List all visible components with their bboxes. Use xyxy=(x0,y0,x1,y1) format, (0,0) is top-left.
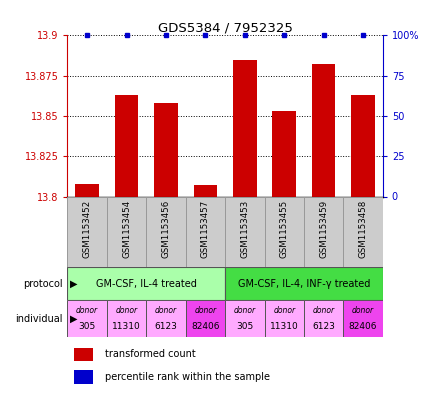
Text: 6123: 6123 xyxy=(312,322,334,331)
Title: GDS5384 / 7952325: GDS5384 / 7952325 xyxy=(157,21,292,34)
FancyBboxPatch shape xyxy=(225,196,264,267)
FancyBboxPatch shape xyxy=(264,196,303,267)
Text: transformed count: transformed count xyxy=(105,349,196,359)
Text: donor: donor xyxy=(115,306,137,315)
Text: GSM1153453: GSM1153453 xyxy=(240,200,249,258)
Text: percentile rank within the sample: percentile rank within the sample xyxy=(105,372,270,382)
Bar xyxy=(74,348,92,361)
Bar xyxy=(75,184,99,196)
Text: 305: 305 xyxy=(236,322,253,331)
Text: individual: individual xyxy=(16,314,63,323)
Bar xyxy=(193,185,217,196)
Bar xyxy=(74,370,92,384)
FancyBboxPatch shape xyxy=(303,196,342,267)
Text: donor: donor xyxy=(351,306,373,315)
Text: 82406: 82406 xyxy=(348,322,376,331)
Text: 11310: 11310 xyxy=(112,322,141,331)
Text: donor: donor xyxy=(273,306,295,315)
Bar xyxy=(115,95,138,196)
FancyBboxPatch shape xyxy=(185,300,225,337)
Text: GSM1153454: GSM1153454 xyxy=(122,200,131,258)
Text: donor: donor xyxy=(233,306,255,315)
Text: GSM1153455: GSM1153455 xyxy=(279,200,288,258)
FancyBboxPatch shape xyxy=(107,196,146,267)
FancyBboxPatch shape xyxy=(185,196,225,267)
FancyBboxPatch shape xyxy=(303,300,342,337)
Text: 82406: 82406 xyxy=(191,322,219,331)
Bar xyxy=(233,60,256,196)
Text: protocol: protocol xyxy=(23,279,63,288)
FancyBboxPatch shape xyxy=(67,267,225,300)
Text: donor: donor xyxy=(76,306,98,315)
Text: 11310: 11310 xyxy=(269,322,298,331)
FancyBboxPatch shape xyxy=(67,196,107,267)
FancyBboxPatch shape xyxy=(342,196,382,267)
FancyBboxPatch shape xyxy=(67,300,107,337)
Text: 305: 305 xyxy=(78,322,95,331)
FancyBboxPatch shape xyxy=(264,300,303,337)
FancyBboxPatch shape xyxy=(146,196,185,267)
Text: donor: donor xyxy=(194,306,216,315)
Bar xyxy=(272,111,296,196)
Text: GSM1153452: GSM1153452 xyxy=(82,200,92,258)
Text: 6123: 6123 xyxy=(154,322,177,331)
FancyBboxPatch shape xyxy=(146,300,185,337)
Text: GM-CSF, IL-4 treated: GM-CSF, IL-4 treated xyxy=(95,279,196,288)
Text: GM-CSF, IL-4, INF-γ treated: GM-CSF, IL-4, INF-γ treated xyxy=(237,279,369,288)
FancyBboxPatch shape xyxy=(225,300,264,337)
Text: GSM1153457: GSM1153457 xyxy=(201,200,210,258)
FancyBboxPatch shape xyxy=(225,267,382,300)
Text: donor: donor xyxy=(155,306,177,315)
FancyBboxPatch shape xyxy=(107,300,146,337)
Text: ▶: ▶ xyxy=(69,279,77,288)
Text: GSM1153459: GSM1153459 xyxy=(319,200,327,258)
Text: GSM1153456: GSM1153456 xyxy=(161,200,170,258)
Text: GSM1153458: GSM1153458 xyxy=(358,200,367,258)
FancyBboxPatch shape xyxy=(342,300,382,337)
Bar xyxy=(311,64,335,196)
Text: donor: donor xyxy=(312,306,334,315)
Text: ▶: ▶ xyxy=(69,314,77,323)
Bar xyxy=(351,95,374,196)
Bar xyxy=(154,103,178,196)
